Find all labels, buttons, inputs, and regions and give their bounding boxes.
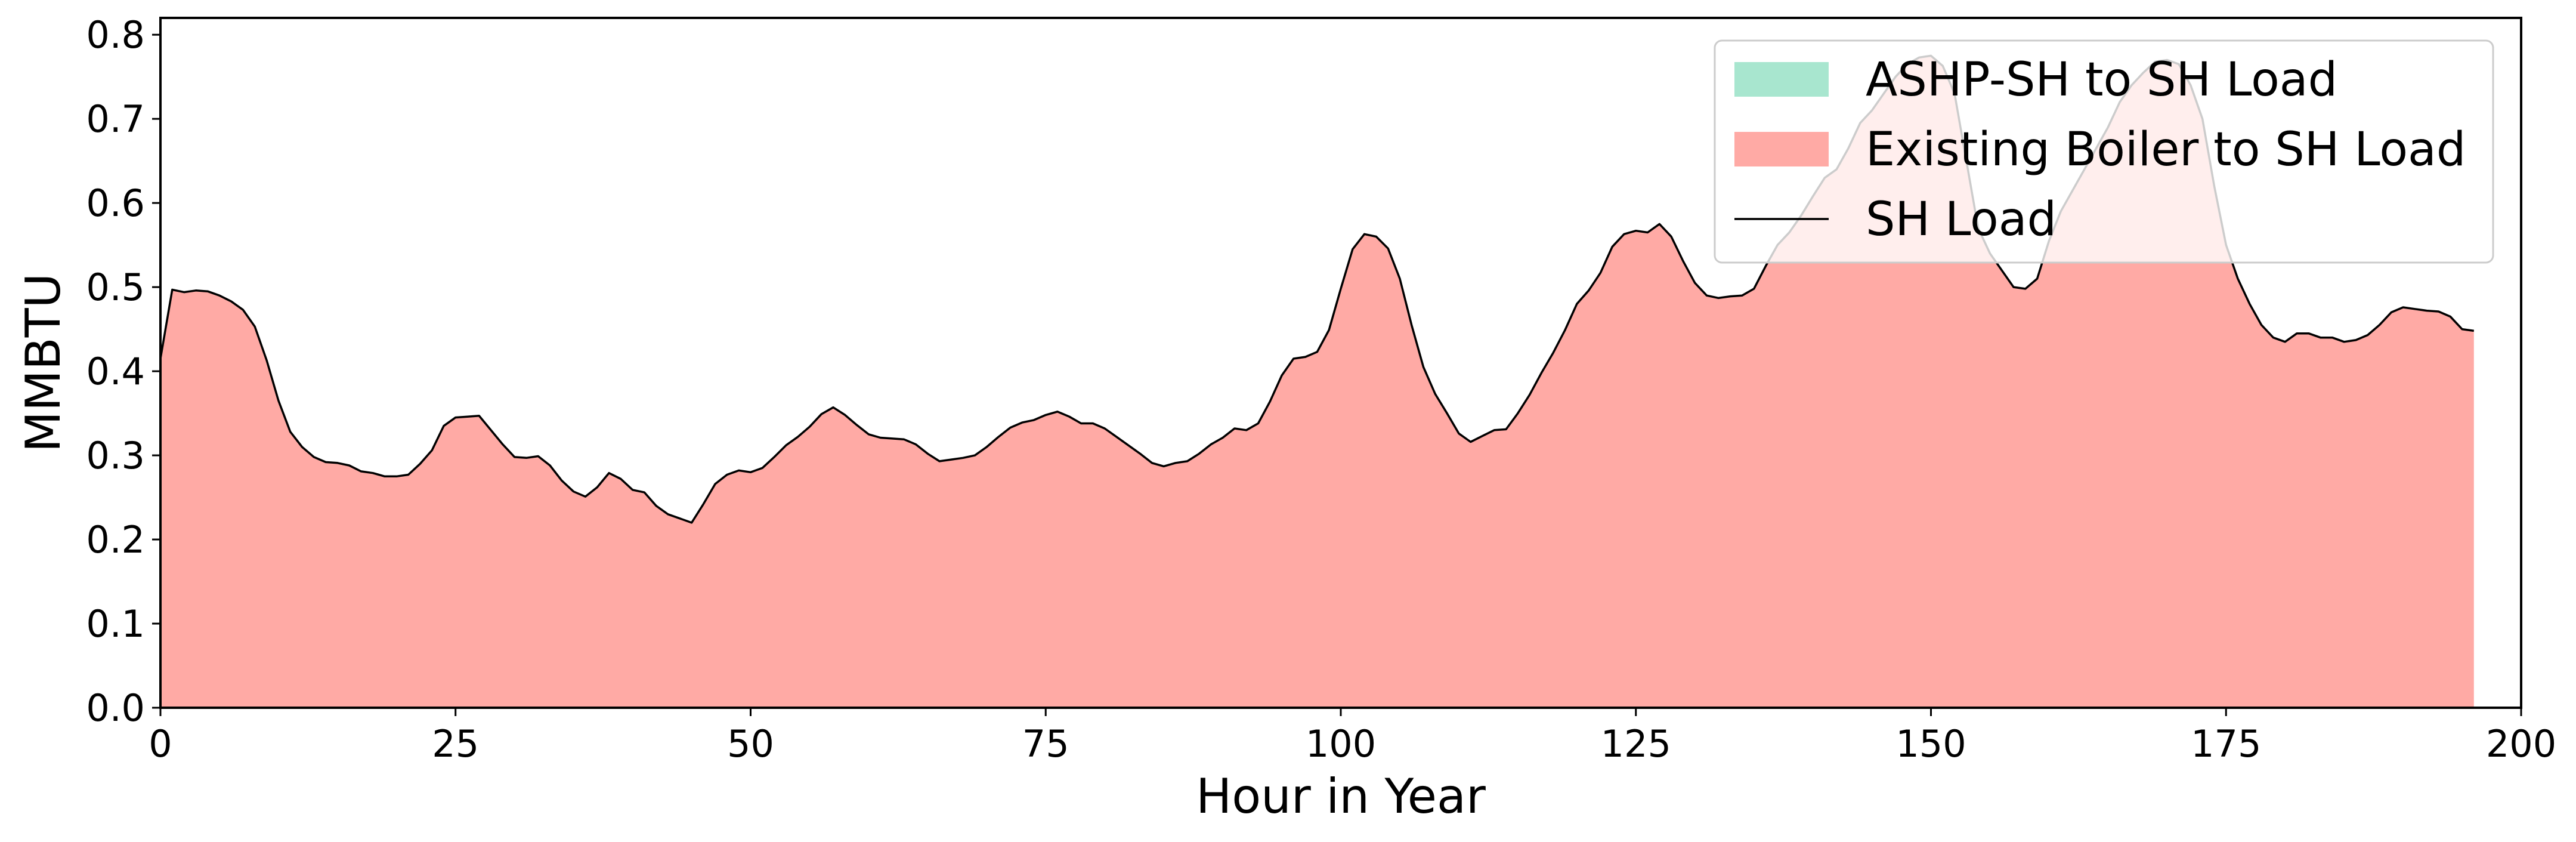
x-axis: 0 25 50 75 100 125 150 175 200 <box>149 708 2556 766</box>
y-tick-label: 0.6 <box>86 181 145 225</box>
legend-label-boiler: Existing Boiler to SH Load <box>1866 123 2466 177</box>
y-tick-label: 0.4 <box>86 350 145 393</box>
y-axis: 0.0 0.1 0.2 0.3 0.4 0.5 0.6 0.7 0.8 <box>86 13 160 730</box>
y-tick-label: 0.5 <box>86 266 145 309</box>
x-tick-label: 125 <box>1601 722 1671 766</box>
y-tick-label: 0.3 <box>86 434 145 477</box>
legend-frame <box>1714 39 2494 264</box>
x-tick-label: 100 <box>1306 722 1376 766</box>
x-tick-label: 150 <box>1895 722 1966 766</box>
x-tick-label: 25 <box>432 722 479 766</box>
x-tick-label: 75 <box>1022 722 1069 766</box>
y-tick-label: 0.8 <box>86 13 145 57</box>
x-tick-label: 175 <box>2191 722 2261 766</box>
x-tick-label: 0 <box>149 722 172 766</box>
x-tick-label: 50 <box>727 722 774 766</box>
y-tick-label: 0.1 <box>86 602 145 646</box>
legend-label-load: SH Load <box>1866 193 2057 246</box>
x-tick-label: 200 <box>2486 722 2556 766</box>
y-tick-label: 0.7 <box>86 97 145 141</box>
y-tick-label: 0.0 <box>86 686 145 730</box>
y-axis-label: MMBTU <box>16 273 71 452</box>
legend-label-ashp: ASHP-SH to SH Load <box>1866 53 2337 107</box>
legend-swatch-boiler <box>1734 132 1829 166</box>
x-axis-label: Hour in Year <box>1196 769 1486 824</box>
y-tick-label: 0.2 <box>86 518 145 562</box>
legend-swatch-ashp <box>1734 62 1829 97</box>
legend: ASHP-SH to SH Load Existing Boiler to SH… <box>1714 39 2494 264</box>
